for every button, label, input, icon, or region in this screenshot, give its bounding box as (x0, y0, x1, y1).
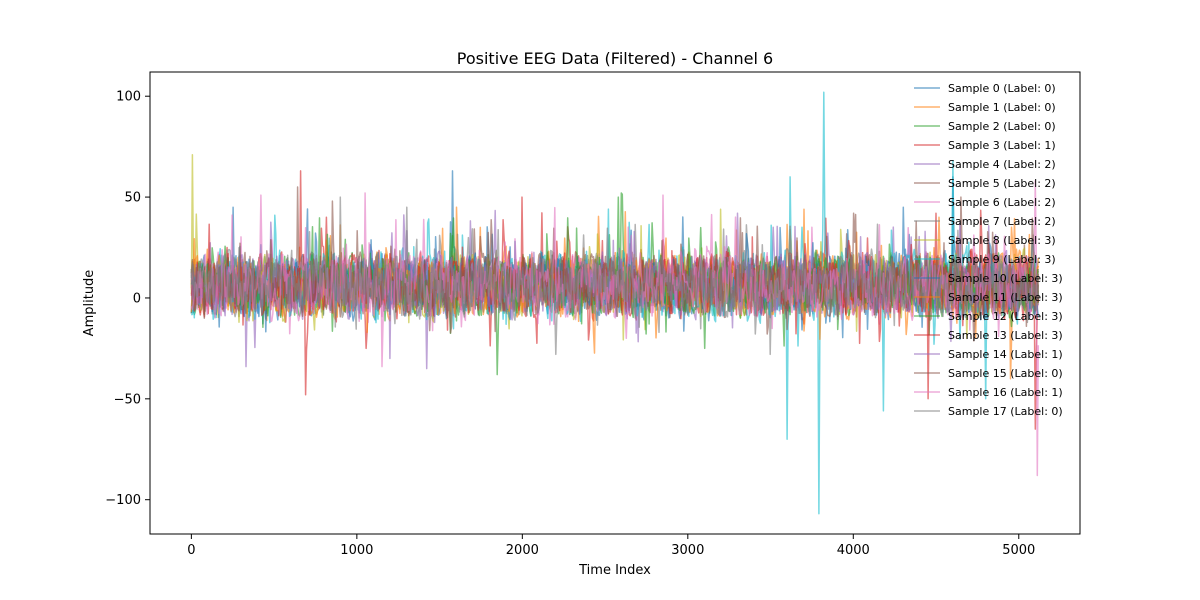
y-axis-label: Amplitude (82, 270, 97, 337)
legend-entry-label: Sample 3 (Label: 1) (948, 139, 1056, 152)
legend-entry-label: Sample 1 (Label: 0) (948, 101, 1056, 114)
legend-entry-label: Sample 5 (Label: 2) (948, 177, 1056, 190)
legend-entry-label: Sample 8 (Label: 3) (948, 234, 1056, 247)
plot-area-frame (149, 71, 1081, 535)
x-tick-label: 2000 (506, 543, 539, 558)
legend-entry-label: Sample 9 (Label: 3) (948, 253, 1056, 266)
legend-entry-label: Sample 14 (Label: 1) (948, 348, 1063, 361)
y-tick-label: 100 (116, 90, 141, 105)
legend-entry-label: Sample 10 (Label: 3) (948, 272, 1063, 285)
legend-entry-label: Sample 17 (Label: 0) (948, 405, 1063, 418)
series-line-sample-17 (190, 196, 1040, 356)
legend-entry-label: Sample 0 (Label: 0) (948, 82, 1056, 95)
legend-entry-label: Sample 6 (Label: 2) (948, 196, 1056, 209)
chart-title: Positive EEG Data (Filtered) - Channel 6 (457, 49, 773, 68)
x-tick-label: 5000 (1002, 543, 1035, 558)
legend-entry-label: Sample 16 (Label: 1) (948, 386, 1063, 399)
legend-entry-label: Sample 7 (Label: 2) (948, 215, 1056, 228)
y-axis: −100 −50 0 50 100 (105, 90, 150, 508)
x-axis: 0 1000 2000 3000 4000 5000 (187, 534, 1035, 558)
legend-entry-label: Sample 13 (Label: 3) (948, 329, 1063, 342)
legend-entry-label: Sample 4 (Label: 2) (948, 158, 1056, 171)
series-lines (190, 91, 1040, 515)
x-tick-label: 4000 (837, 543, 870, 558)
legend-entry-label: Sample 11 (Label: 3) (948, 291, 1063, 304)
x-tick-label: 0 (187, 543, 195, 558)
legend-entry-label: Sample 12 (Label: 3) (948, 310, 1063, 323)
y-tick-label: −50 (114, 392, 141, 407)
legend-entry-label: Sample 2 (Label: 0) (948, 120, 1056, 133)
y-tick-label: 0 (133, 291, 141, 306)
x-tick-label: 1000 (340, 543, 373, 558)
legend-entry-label: Sample 15 (Label: 0) (948, 367, 1063, 380)
legend: Sample 0 (Label: 0) Sample 1 (Label: 0) Sa… (914, 82, 1063, 418)
y-tick-label: −100 (105, 493, 141, 508)
y-tick-label: 50 (124, 191, 141, 206)
x-tick-label: 3000 (671, 543, 704, 558)
x-axis-label: Time Index (578, 563, 651, 578)
